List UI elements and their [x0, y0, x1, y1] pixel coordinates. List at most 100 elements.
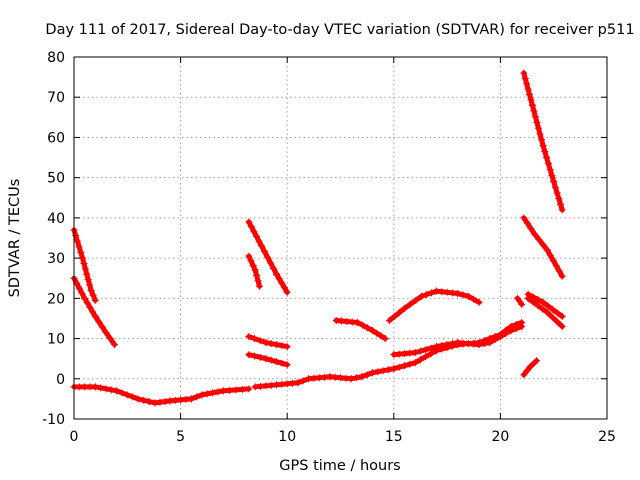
data-point-marker	[209, 389, 217, 397]
data-point-marker	[283, 380, 291, 388]
data-point-marker	[411, 349, 419, 357]
x-tick-label: 0	[70, 429, 79, 445]
data-point-marker	[98, 323, 106, 331]
x-tick-label: 10	[278, 429, 296, 445]
data-point-marker	[107, 386, 115, 394]
series-arc-7	[245, 351, 291, 369]
data-point-marker	[257, 382, 265, 390]
data-point-marker	[86, 303, 94, 311]
data-point-marker	[533, 357, 541, 365]
data-point-marker	[438, 288, 446, 296]
data-point-marker	[555, 267, 563, 275]
data-point-marker	[337, 374, 344, 382]
data-point-marker	[203, 390, 211, 398]
data-point-marker	[245, 385, 253, 393]
data-point-marker	[198, 391, 206, 399]
data-point-marker	[526, 91, 534, 99]
data-point-marker	[384, 366, 392, 374]
data-point-marker	[106, 335, 114, 343]
data-point-marker	[251, 383, 259, 391]
data-point-marker	[78, 289, 86, 297]
data-point-marker	[73, 237, 81, 245]
data-point-marker	[281, 284, 289, 292]
data-point-marker	[250, 228, 258, 236]
data-point-marker	[368, 327, 376, 335]
data-point-marker	[219, 387, 227, 395]
data-point-marker	[262, 339, 270, 347]
data-point-marker	[111, 341, 119, 349]
y-tick-label: 40	[47, 211, 65, 227]
data-point-marker	[470, 295, 478, 303]
data-point-marker	[534, 301, 542, 309]
data-point-marker	[91, 296, 99, 304]
data-point-marker	[553, 318, 561, 326]
data-point-marker	[454, 339, 462, 347]
x-tick-label: 25	[598, 429, 616, 445]
y-tick-label: 30	[47, 251, 65, 267]
data-point-marker	[416, 347, 424, 355]
data-point-marker	[156, 398, 164, 406]
data-point-marker	[381, 335, 389, 343]
data-point-marker	[251, 352, 259, 360]
data-point-marker	[443, 288, 451, 296]
data-point-marker	[252, 232, 260, 240]
data-point-marker	[543, 154, 551, 162]
series-arc-13	[520, 69, 566, 214]
data-point-marker	[294, 379, 302, 387]
data-point-marker	[551, 183, 559, 191]
data-point-marker	[102, 385, 110, 393]
data-point-marker	[411, 359, 419, 367]
data-point-marker	[548, 313, 556, 321]
series-arc-9	[332, 316, 389, 343]
data-point-marker	[544, 302, 552, 310]
data-point-marker	[145, 398, 153, 406]
data-point-marker	[531, 113, 539, 121]
series-arc-1	[70, 226, 99, 304]
data-point-marker	[534, 124, 542, 132]
data-point-marker	[555, 195, 563, 203]
data-point-marker	[529, 298, 537, 306]
data-point-marker	[523, 219, 531, 227]
data-point-marker	[390, 365, 398, 373]
data-point-marker	[129, 393, 137, 401]
data-point-marker	[400, 350, 408, 358]
data-point-marker	[310, 374, 318, 382]
series-arc-16	[524, 294, 566, 330]
data-point-marker	[558, 312, 566, 320]
data-point-marker	[422, 346, 430, 354]
data-point-marker	[527, 225, 535, 233]
data-point-marker	[368, 369, 376, 377]
data-point-marker	[251, 335, 259, 343]
data-point-marker	[546, 251, 554, 259]
data-point-marker	[422, 291, 430, 299]
series-band	[252, 319, 525, 390]
data-point-marker	[480, 340, 488, 348]
data-point-marker	[524, 85, 532, 93]
data-point-marker	[363, 371, 371, 379]
y-tick-label: 80	[47, 50, 65, 66]
data-point-marker	[535, 235, 543, 243]
data-point-marker	[171, 396, 179, 404]
chart-title: Day 111 of 2017, Sidereal Day-to-day VTE…	[45, 22, 634, 38]
data-point-marker	[270, 265, 278, 273]
series-arc-17	[520, 357, 541, 379]
data-point-marker	[177, 396, 185, 404]
data-point-marker	[548, 172, 556, 180]
data-point-marker	[459, 339, 467, 347]
data-point-marker	[267, 340, 275, 348]
data-point-marker	[338, 317, 346, 325]
data-point-marker	[549, 305, 557, 313]
data-point-marker	[134, 395, 142, 403]
data-point-marker	[262, 355, 270, 363]
data-point-marker	[543, 246, 551, 254]
data-point-marker	[358, 373, 366, 381]
data-point-marker	[558, 322, 566, 330]
series-band	[387, 288, 482, 323]
series-arc-3	[70, 383, 253, 407]
data-point-marker	[97, 384, 105, 392]
data-point-marker	[249, 261, 257, 269]
x-tick-label: 5	[176, 429, 185, 445]
data-point-marker	[422, 353, 430, 361]
series-arc-5	[245, 252, 263, 290]
